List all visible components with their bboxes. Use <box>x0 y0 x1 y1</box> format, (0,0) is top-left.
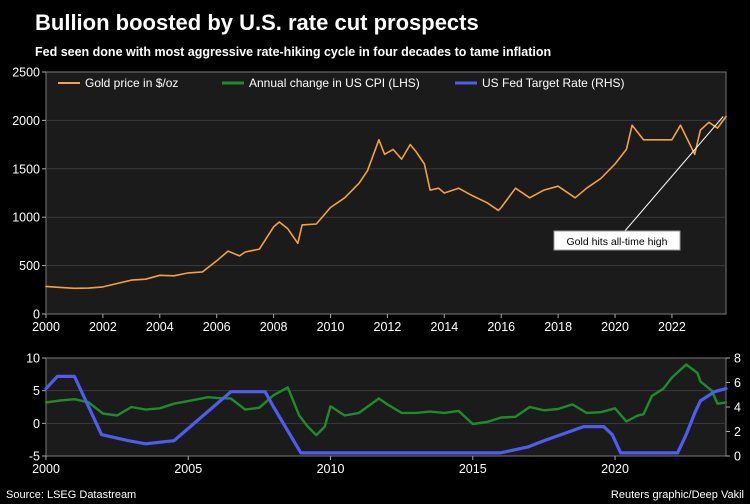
top-xtick-label: 2012 <box>374 320 402 334</box>
top-xtick-label: 2016 <box>487 320 515 334</box>
top-xtick-label: 2004 <box>146 320 174 334</box>
top-xtick-label: 2022 <box>658 320 686 334</box>
bottom-ytick-right-label: 6 <box>734 376 741 390</box>
chart-title: Bullion boosted by U.S. rate cut prospec… <box>35 10 479 35</box>
bottom-xtick-label: 2010 <box>317 462 345 476</box>
gold-price-line <box>45 115 727 290</box>
top-ytick-label: 1000 <box>12 211 40 225</box>
bottom-ytick-label: -5 <box>29 450 40 464</box>
top-panel: 0 500 1000 1500 2000 2500 2000 2002 2004 2006 2008… <box>12 66 727 334</box>
top-xtick-label: 2000 <box>32 320 60 334</box>
credit-note: Reuters graphic/Deep Vakil <box>611 489 744 501</box>
bottom-ytick-label: 5 <box>33 384 40 398</box>
annotation-leader-line <box>623 116 724 233</box>
bottom-ytick-label: 0 <box>33 417 40 431</box>
annotation-box <box>553 230 681 251</box>
annotation-label: Gold hits all-time high <box>567 236 668 248</box>
top-ytick-label: 2000 <box>12 114 40 128</box>
bottom-ytick-label: 10 <box>26 352 40 366</box>
bottom-ytick-right-label: 4 <box>734 401 741 415</box>
top-ytick-label: 2500 <box>12 66 40 80</box>
legend: Gold price in $/oz Annual change in US C… <box>58 76 625 90</box>
bottom-ytick-right-label: 8 <box>734 352 741 366</box>
annotation: Gold hits all-time high <box>553 116 724 251</box>
top-ytick-label: 1500 <box>12 162 40 176</box>
cpi-line <box>44 363 728 437</box>
top-ytick-label: 500 <box>19 259 40 273</box>
top-xtick-label: 2006 <box>203 320 231 334</box>
top-xtick-label: 2020 <box>601 320 629 334</box>
bottom-panel: -5 0 5 10 0 2 4 6 8 2000 2005 2010 2015 2020 <box>26 352 741 477</box>
fed-rate-line <box>44 374 728 455</box>
bottom-xtick-label: 2005 <box>174 462 202 476</box>
top-plot-area <box>45 71 727 315</box>
legend-label-fed: US Fed Target Rate (RHS) <box>482 76 625 90</box>
legend-label-cpi: Annual change in US CPI (LHS) <box>249 76 420 90</box>
bottom-xtick-label: 2000 <box>32 462 60 476</box>
bottom-ytick-right-label: 0 <box>734 450 741 464</box>
bottom-ytick-right-label: 2 <box>734 425 741 439</box>
bottom-plot-area <box>45 357 727 457</box>
legend-label-gold: Gold price in $/oz <box>85 76 178 90</box>
top-xtick-label: 2008 <box>260 320 288 334</box>
source-note: Source: LSEG Datastream <box>6 489 136 501</box>
bottom-xtick-label: 2020 <box>601 462 629 476</box>
top-xtick-label: 2002 <box>89 320 117 334</box>
top-ytick-label: 0 <box>33 308 40 322</box>
top-xtick-label: 2018 <box>544 320 572 334</box>
top-xtick-label: 2014 <box>430 320 458 334</box>
bottom-xtick-label: 2015 <box>459 462 487 476</box>
chart-subtitle: Fed seen done with most aggressive rate-… <box>35 45 551 59</box>
top-xtick-label: 2010 <box>317 320 345 334</box>
